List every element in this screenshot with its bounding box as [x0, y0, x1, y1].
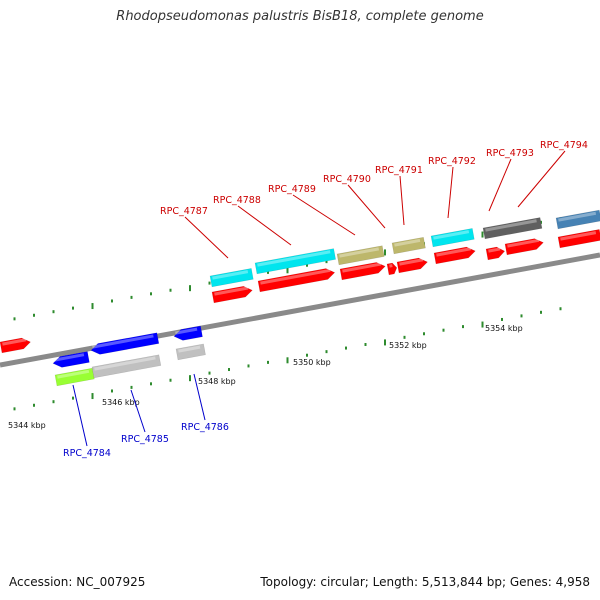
gene-label[interactable]: RPC_4793 — [486, 148, 534, 159]
gene-label[interactable]: RPC_4790 — [323, 174, 371, 185]
kbp-label: 5350 kbp — [293, 358, 331, 367]
gene-feature[interactable] — [396, 257, 428, 274]
gene-label[interactable]: RPC_4787 — [160, 206, 208, 217]
gene-labels: RPC_4787 RPC_4788 RPC_4789 RPC_4790 RPC_4791… — [63, 140, 588, 459]
gene-label[interactable]: RPC_4788 — [213, 195, 261, 206]
leader-line — [130, 389, 146, 433]
gene-label[interactable]: RPC_4785 — [121, 434, 169, 445]
gene-feature[interactable] — [386, 262, 398, 276]
leader-line — [347, 184, 386, 229]
leader-line — [488, 158, 512, 212]
gene-feature[interactable] — [173, 325, 203, 342]
gene-feature[interactable] — [482, 217, 543, 240]
accession-text: Accession: NC_007925 — [9, 575, 146, 589]
leader-line — [184, 216, 229, 259]
gene-label[interactable]: RPC_4786 — [181, 422, 229, 433]
gene-feature[interactable] — [555, 209, 600, 230]
gene-feature[interactable] — [257, 267, 336, 293]
gene-feature[interactable] — [211, 285, 253, 304]
gene-label[interactable]: RPC_4791 — [375, 165, 423, 176]
gene-feature[interactable] — [430, 228, 475, 248]
scale-ticks-outer — [13, 217, 562, 321]
leader-line — [193, 373, 206, 421]
genome-title: Rhodopseudomonas palustris BisB18, compl… — [116, 9, 484, 24]
gene-feature[interactable] — [90, 332, 160, 356]
leader-line — [72, 384, 88, 447]
gene-feature[interactable] — [339, 261, 386, 281]
kbp-label: 5346 kbp — [102, 398, 140, 407]
leader-line — [517, 150, 566, 208]
scale-labels: 5344 kbp 5346 kbp 5348 kbp 5350 kbp 5352 kbp… — [8, 324, 523, 430]
gene-feature[interactable] — [433, 246, 476, 265]
gene-label[interactable]: RPC_4789 — [268, 184, 316, 195]
gene-feature[interactable] — [54, 367, 95, 387]
scale-ticks-inner — [13, 307, 562, 411]
gene-label[interactable]: RPC_4784 — [63, 448, 111, 459]
kbp-label: 5344 kbp — [8, 421, 46, 430]
gene-feature[interactable] — [0, 337, 31, 354]
gene-feature[interactable] — [254, 248, 336, 275]
topology-text: Topology: circular; Length: 5,513,844 bp… — [260, 575, 590, 589]
leader-line — [237, 205, 292, 246]
gene-label[interactable]: RPC_4792 — [428, 156, 476, 167]
gene-feature[interactable] — [175, 343, 206, 361]
kbp-label: 5348 kbp — [198, 377, 236, 386]
gene-label[interactable]: RPC_4794 — [540, 140, 588, 151]
gene-feature[interactable] — [557, 229, 600, 249]
label-leader-lines — [72, 150, 566, 447]
gene-feature[interactable] — [504, 237, 544, 256]
gene-feature[interactable] — [91, 354, 162, 379]
kbp-label: 5354 kbp — [485, 324, 523, 333]
leader-line — [399, 175, 405, 226]
gene-feature[interactable] — [485, 246, 506, 261]
kbp-label: 5352 kbp — [389, 341, 427, 350]
gene-features — [0, 209, 600, 387]
leader-line — [447, 166, 454, 219]
gene-feature[interactable] — [391, 236, 426, 255]
gene-feature[interactable] — [209, 268, 254, 288]
genome-backbone — [0, 252, 600, 368]
gene-feature[interactable] — [52, 351, 90, 369]
leader-line — [292, 194, 356, 236]
gene-feature[interactable] — [336, 245, 385, 266]
